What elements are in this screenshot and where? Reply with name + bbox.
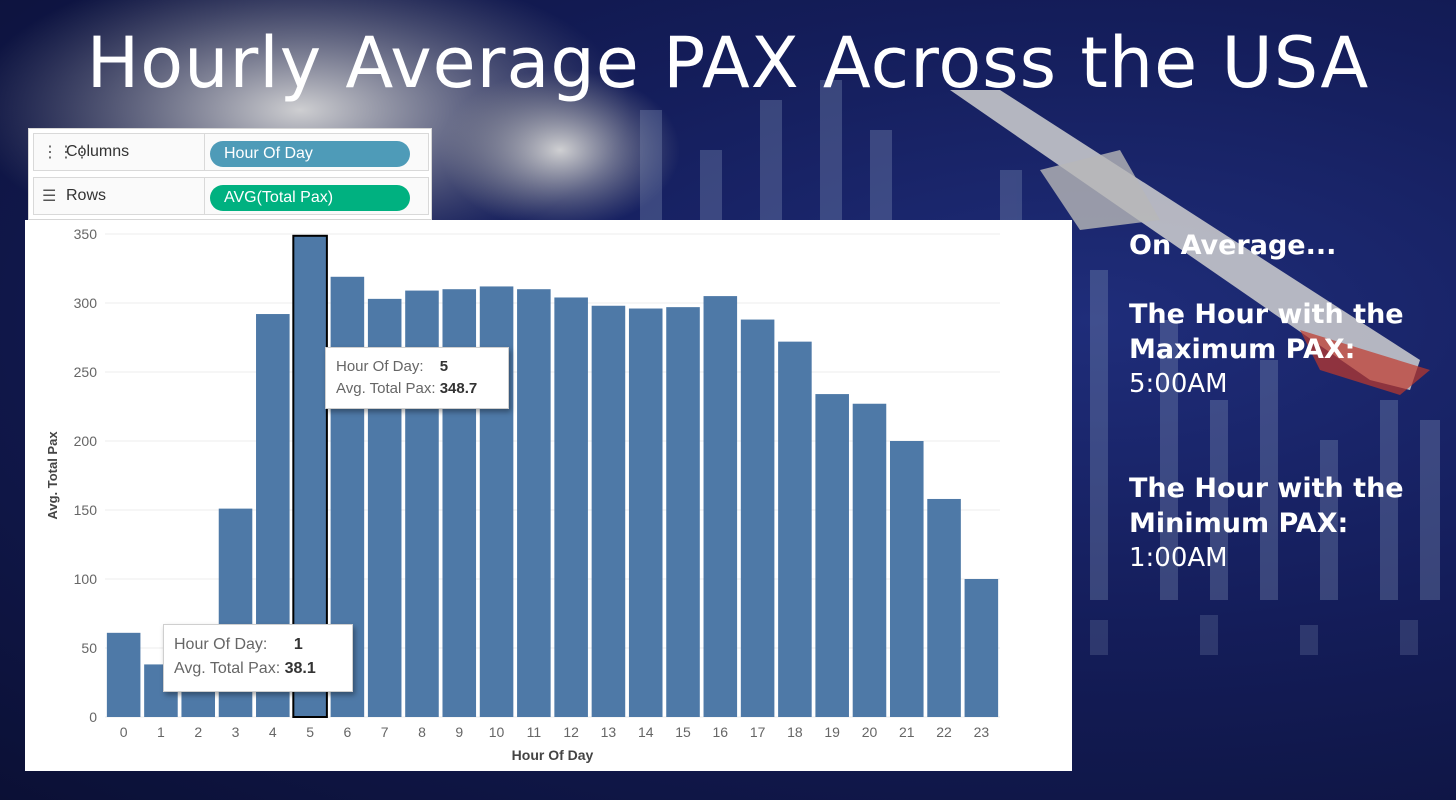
bar [778,341,812,717]
rows-icon: ☰ [42,188,57,205]
y-tick-label: 150 [74,502,98,518]
bar [628,308,663,717]
bg-reflection [1090,615,1418,655]
x-tick-label: 20 [862,724,878,740]
x-tick-label: 18 [787,724,803,740]
y-tick-label: 0 [89,709,97,725]
x-tick-label: 3 [232,724,240,740]
bar [927,498,961,717]
x-tick-label: 5 [306,724,314,740]
bar [106,632,141,717]
tooltip-hour-label: Hour Of Day: [336,358,424,375]
y-tick-label: 300 [74,295,98,311]
shelf-divider [204,134,205,170]
bar [517,289,551,717]
bar [964,579,999,717]
tooltip-pax-label: Avg. Total Pax: [336,380,436,397]
x-tick-label: 2 [194,724,202,740]
tooltip-hour-label: Hour Of Day: [174,636,268,653]
x-tick-label: 9 [455,724,463,740]
x-axis-title: Hour Of Day [512,747,594,763]
bg-bars [640,80,1440,600]
cloud-shape [440,70,680,230]
page-title: Hourly Average PAX Across the USA [86,22,1370,104]
y-tick-label: 350 [74,226,98,242]
min-heading-line2: Minimum PAX: [1129,508,1349,539]
x-tick-label: 22 [936,724,952,740]
max-heading-line2: Maximum PAX: [1129,334,1356,365]
max-heading-line1: The Hour with the [1129,299,1404,330]
tooltip-min: Hour Of Day: 1 Avg. Total Pax: 38.1 [163,624,353,692]
x-tick-label: 6 [343,724,351,740]
x-tick-label: 14 [638,724,654,740]
tooltip-hour-value: 5 [439,358,449,375]
rows-shelf-label: Rows [66,187,107,204]
y-axis-title: Avg. Total Pax [45,431,60,520]
shelves-panel: ⋮⋮⋮ Columns Hour Of Day ☰ Rows AVG(Total… [28,128,432,220]
x-tick-label: 16 [713,724,729,740]
bar [703,296,738,717]
tooltip-max: Hour Of Day: 5 Avg. Total Pax: 348.7 [325,347,509,409]
x-tick-label: 12 [563,724,579,740]
min-heading-line1: The Hour with the [1129,473,1404,504]
summary-intro: On Average... [1129,230,1337,261]
summary-panel: On Average... The Hour with the Maximum … [1129,228,1429,575]
x-tick-label: 7 [381,724,389,740]
bar [591,305,626,717]
tooltip-pax-label: Avg. Total Pax: [174,660,281,677]
x-tick-label: 0 [120,724,128,740]
bar [815,394,849,717]
rows-shelf: ☰ Rows AVG(Total Pax) [33,177,429,215]
y-tick-label: 250 [74,364,98,380]
x-tick-label: 21 [899,724,915,740]
bar [666,307,700,717]
columns-pill[interactable]: Hour Of Day [210,141,410,167]
tooltip-pax-value: 348.7 [439,380,478,397]
columns-shelf-label: Columns [66,143,130,160]
columns-icon: ⋮⋮⋮ [42,144,90,161]
min-hour-value: 1:00AM [1129,543,1228,573]
x-tick-label: 15 [675,724,691,740]
x-tick-label: 11 [527,724,542,740]
bar [554,297,588,717]
bar [889,441,924,717]
shelf-divider [204,178,205,214]
y-tick-label: 50 [81,640,97,656]
tooltip-pax-value: 38.1 [284,660,316,677]
rows-pill[interactable]: AVG(Total Pax) [210,185,410,211]
columns-shelf: ⋮⋮⋮ Columns Hour Of Day [33,133,429,171]
x-tick-label: 4 [269,724,277,740]
x-tick-label: 19 [824,724,840,740]
x-tick-label: 10 [489,724,505,740]
x-tick-label: 17 [750,724,766,740]
bar [740,319,775,717]
y-tick-label: 100 [74,571,98,587]
x-tick-label: 13 [601,724,617,740]
x-tick-label: 1 [157,724,165,740]
chart-panel: 0 50 100 150 200 250 300 350 0 1 2 3 4 5 6 7 8 9 10 11 12 13 1… [25,220,1072,771]
airplane-shape [950,90,1430,395]
x-tick-label: 8 [418,724,426,740]
y-tick-label: 200 [74,433,98,449]
max-hour-value: 5:00AM [1129,369,1228,399]
x-tick-label: 23 [974,724,990,740]
bar [852,403,887,717]
tooltip-hour-value: 1 [293,636,303,653]
